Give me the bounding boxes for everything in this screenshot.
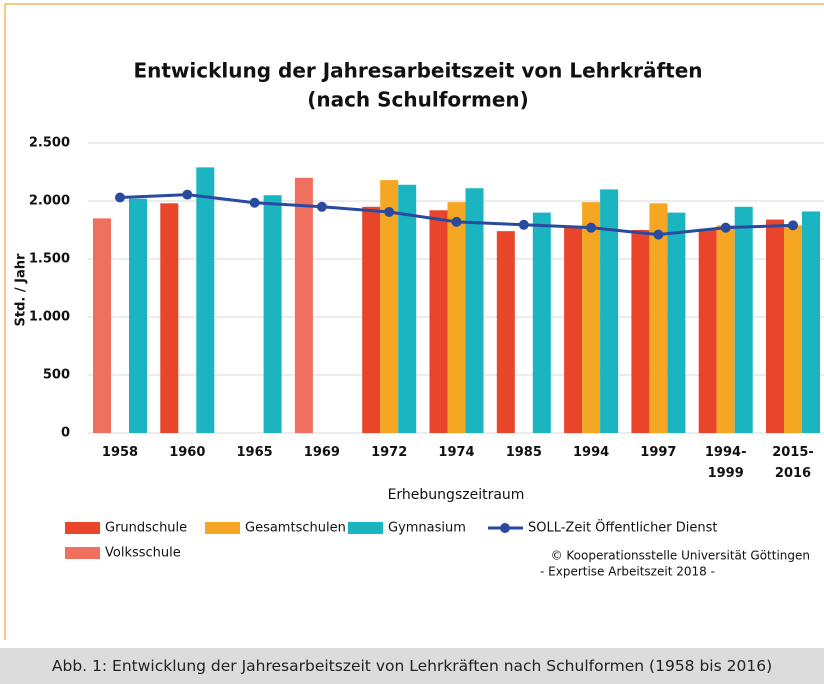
bar [582,202,601,433]
bar [380,180,399,433]
point [451,216,462,227]
point [249,197,260,208]
bar [294,177,313,433]
bar [263,195,282,433]
x-tick-label: 1965 [236,445,273,460]
bar [766,219,784,433]
bar [465,188,484,433]
bar [398,184,417,433]
legend-swatch [205,522,240,534]
bar [802,211,820,433]
point [182,189,193,200]
bar [160,203,179,433]
bar [129,198,147,433]
bar [447,202,466,433]
x-tick-label: 1985 [505,445,542,460]
x-tick-label: 1958 [101,445,139,460]
y-tick-label: 2.000 [29,194,70,209]
bar [631,230,650,433]
bar [532,212,551,433]
chart-title: Entwicklung der Jahresarbeitszeit von Le… [133,59,702,83]
bar [564,226,583,433]
x-tick-label: 1994 [573,445,610,460]
chart-subtitle: (nach Schulformen) [307,88,529,112]
y-tick-label: 0 [61,426,70,441]
x-tick-label: 1974 [438,445,475,460]
copyright: - Expertise Arbeitszeit 2018 - [540,565,715,579]
bar [600,189,619,433]
y-tick-label: 1.500 [29,252,70,267]
legend-label: Gesamtschulen [245,521,346,536]
point [316,201,327,212]
legend-label: SOLL-Zeit Öffentlicher Dienst [528,519,718,536]
point [518,219,529,230]
bar [496,231,515,433]
legend-label: Volksschule [105,546,181,561]
bar [649,203,668,433]
x-tick-label: 1960 [169,445,206,460]
bar [429,210,448,433]
x-tick-label: 1972 [371,445,408,460]
y-tick-label: 2.500 [29,136,70,151]
legend-swatch [348,522,383,534]
legend-label: Grundschule [105,521,187,536]
legend-swatch [65,522,100,534]
x-axis-label: Erhebungszeitraum [388,487,525,503]
bar [667,212,686,433]
point [653,229,664,240]
y-tick-label: 1.000 [29,310,70,325]
bar [698,230,717,433]
x-tick-label: 1969 [303,445,340,460]
bar [93,218,111,433]
point [384,207,395,218]
point [115,192,125,203]
chart: Entwicklung der Jahresarbeitszeit von Le… [4,3,824,640]
caption: Abb. 1: Entwicklung der Jahresarbeitszei… [0,648,824,684]
point [788,220,798,231]
y-axis-label: Std. / Jahr [14,253,29,326]
bar [362,206,381,433]
x-tick-label: 1994-1999 [704,445,747,481]
point [586,222,597,233]
legend-swatch [500,523,510,533]
legend-label: Gymnasium [388,521,466,536]
legend-swatch [65,547,100,559]
x-tick-label: 2015-2016 [772,445,814,481]
point [720,222,731,233]
bar [734,206,753,433]
copyright: © Kooperationsstelle Universität Götting… [551,549,810,563]
bar [196,167,215,434]
bar [784,225,802,433]
x-tick-label: 1997 [640,445,677,460]
bar [716,225,735,433]
y-tick-label: 500 [43,368,70,383]
